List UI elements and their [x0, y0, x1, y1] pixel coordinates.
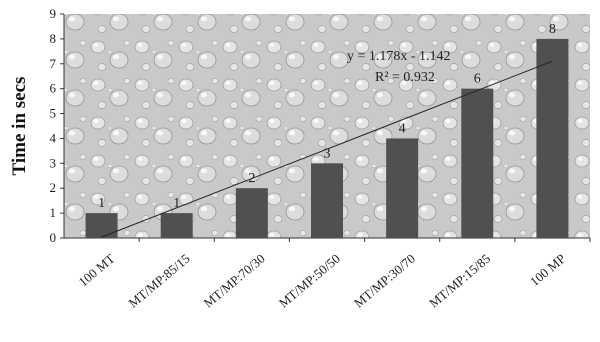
- data-label: 6: [474, 72, 481, 87]
- category-label: MT/MP:85/15: [125, 251, 192, 311]
- category-label: MT/MP:70/30: [201, 251, 268, 311]
- y-tick-label: 2: [50, 180, 57, 195]
- data-label: 4: [399, 121, 406, 136]
- y-tick-label: 0: [50, 230, 57, 245]
- data-label: 8: [549, 22, 556, 37]
- trendline: [101, 60, 553, 238]
- bar: [311, 163, 343, 238]
- y-tick-label: 3: [50, 155, 57, 170]
- y-axis-label: Time in secs: [9, 77, 30, 176]
- bar: [160, 213, 193, 238]
- bar: [235, 188, 268, 238]
- y-tick-label: 5: [50, 106, 57, 121]
- category-label: MT/MP:50/50: [276, 251, 343, 311]
- bar: [461, 88, 494, 239]
- category-label: MT/MP:30/70: [351, 251, 418, 311]
- y-tick-label: 9: [50, 6, 57, 21]
- bar: [536, 38, 569, 239]
- y-tick-label: 6: [50, 81, 57, 96]
- category-label: MT/MP:15/85: [426, 251, 493, 311]
- category-label: 100 MT: [75, 251, 117, 290]
- y-tick-label: 8: [50, 31, 57, 46]
- bar: [386, 138, 419, 238]
- data-label: 1: [98, 196, 105, 211]
- trendline-equation: y = 1.178x - 1.142: [347, 49, 451, 64]
- bars: [85, 38, 569, 239]
- trendline-r-squared: R² = 0.932: [375, 70, 435, 85]
- category-labels: 100 MT MT/MP:85/15 MT/MP:70/30 MT/MP:50/50 M…: [75, 238, 591, 311]
- y-tick-label: 4: [50, 130, 57, 145]
- data-label: 3: [324, 146, 331, 161]
- trendline-group: [101, 60, 553, 238]
- category-label: 100 MP: [527, 251, 568, 289]
- data-label: 1: [173, 196, 180, 211]
- y-tick-label: 7: [50, 56, 57, 71]
- y-tick-labels: 0 1 2 3 4 5 6 7 8 9: [50, 6, 64, 245]
- y-tick-label: 1: [50, 205, 57, 220]
- bar: [85, 213, 118, 238]
